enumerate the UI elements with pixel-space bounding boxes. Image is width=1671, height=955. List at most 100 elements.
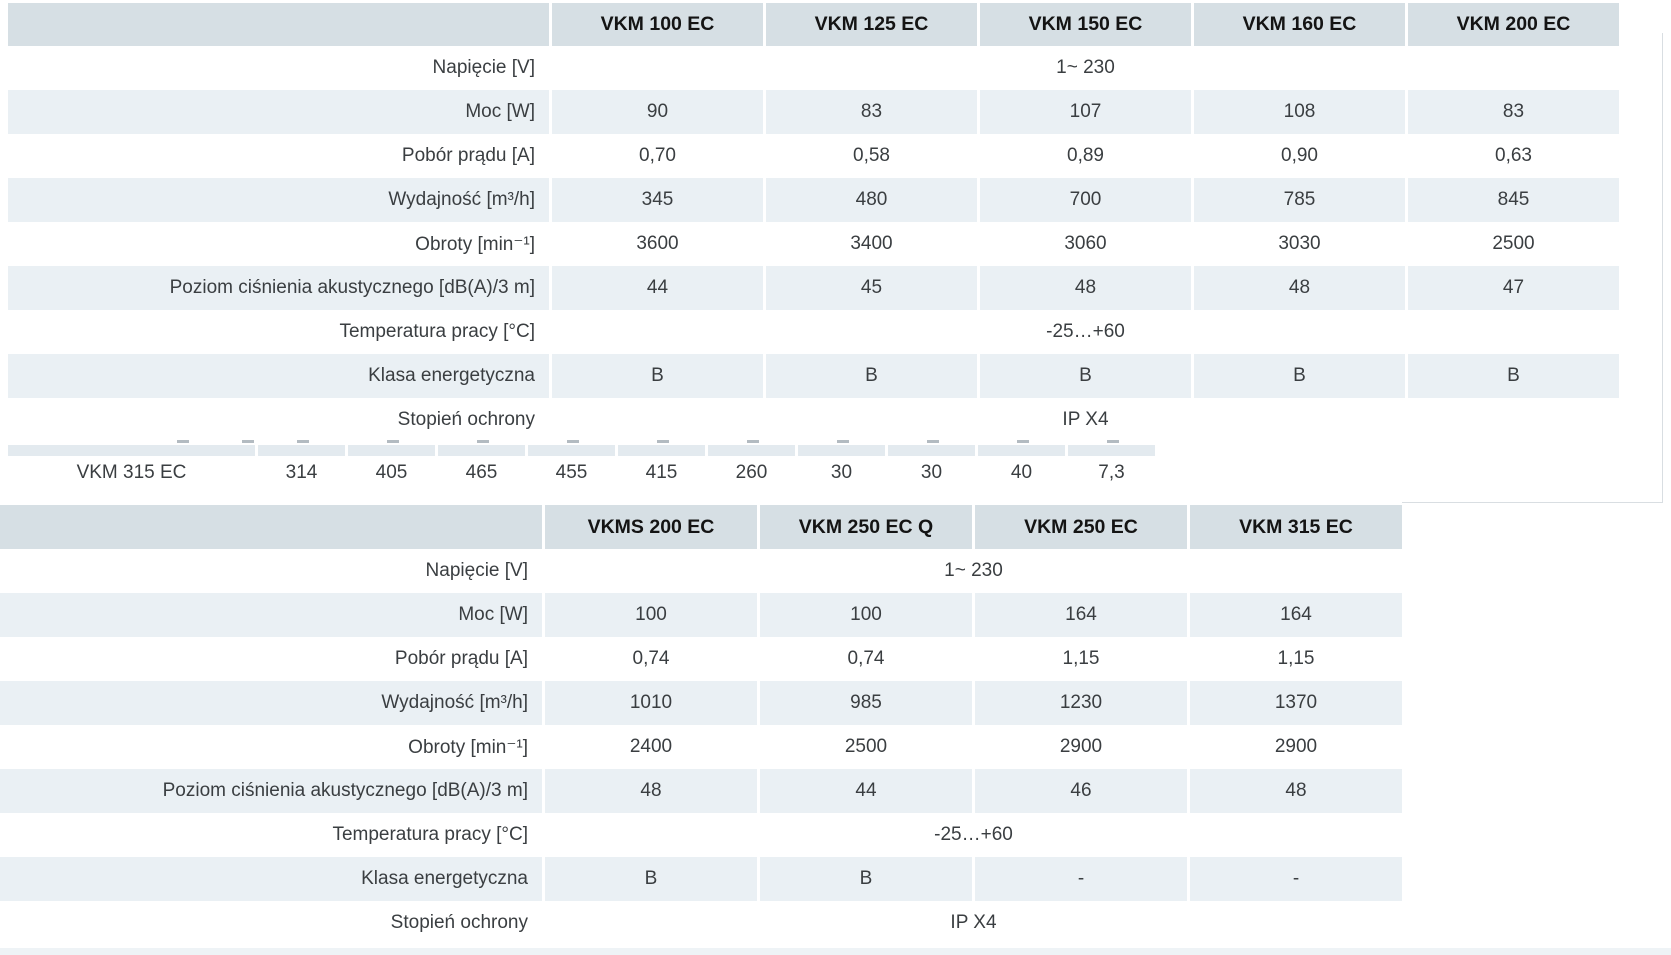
row-label: Moc [W] — [0, 593, 542, 637]
spec-value-cell: B — [766, 354, 977, 398]
clipped-text-mark — [477, 440, 489, 443]
row-span-value: IP X4 — [950, 912, 997, 933]
clipped-text-mark — [1107, 440, 1119, 443]
spec-value-cell: 108 — [1194, 90, 1405, 134]
clipped-text-mark — [1017, 440, 1029, 443]
table-row-power: Moc [W] 90 83 107 108 83 — [8, 90, 1619, 134]
dimension-value-cell: 30 — [830, 462, 853, 483]
dimension-value-cell: 455 — [555, 462, 588, 483]
panel-bottom-border — [1402, 502, 1663, 503]
dimension-value-cell: 30 — [920, 462, 943, 483]
spec-value-cell: 1230 — [975, 681, 1187, 725]
dimension-value-cell: 260 — [735, 462, 768, 483]
table-row-noise: Poziom ciśnienia akustycznego [dB(A)/3 m… — [0, 769, 1402, 813]
spec-value-cell: 107 — [980, 90, 1191, 134]
row-span-value: -25…+60 — [1046, 321, 1125, 342]
dimension-value-cell: 465 — [465, 462, 498, 483]
panel-right-border — [1662, 33, 1663, 502]
spec-value-cell: 46 — [975, 769, 1187, 813]
dimensions-row-vkm-315-ec: VKM 315 EC 314 405 465 455 415 260 30 30… — [8, 456, 1155, 490]
spec-value-cell: 2900 — [1274, 736, 1318, 757]
spec-value-cell: 0,63 — [1495, 145, 1532, 166]
spec-value-cell: B — [1194, 354, 1405, 398]
clipped-text-mark — [297, 440, 309, 443]
clipped-text-mark — [177, 440, 189, 443]
table-row-protection: Stopień ochrony IP X4 — [8, 398, 1619, 442]
spec-value-cell: 45 — [766, 266, 977, 310]
spec-value-cell: 83 — [766, 90, 977, 134]
clipped-text-mark — [927, 440, 939, 443]
spec-value-cell: B — [552, 354, 763, 398]
spec-value-cell: 48 — [545, 769, 757, 813]
spec-value-cell: - — [1190, 857, 1402, 901]
spec-value-cell: 1,15 — [1277, 648, 1315, 669]
spec-value-cell: B — [980, 354, 1191, 398]
spec-value-cell: 0,58 — [853, 145, 890, 166]
table-row-current: Pobór prądu [A] 0,70 0,58 0,89 0,90 0,63 — [8, 134, 1619, 178]
spec-value-cell: B — [760, 857, 972, 901]
table1-column-header: VKM 160 EC — [1194, 3, 1405, 46]
table-row-temperature: Temperatura pracy [°C] -25…+60 — [8, 310, 1619, 354]
spec-value-cell: 3060 — [1064, 233, 1107, 254]
row-label: Temperatura pracy [°C] — [332, 824, 528, 845]
spec-value-cell: - — [975, 857, 1187, 901]
spec-value-cell: 44 — [760, 769, 972, 813]
table-row-current: Pobór prądu [A] 0,74 0,74 1,15 1,15 — [0, 637, 1402, 681]
dimension-value-cell: 7,3 — [1098, 462, 1125, 483]
row-label: Obroty [min⁻¹] — [415, 233, 535, 255]
clipped-cell — [618, 445, 705, 456]
dimension-value-cell: 415 — [645, 462, 678, 483]
row-label: Poziom ciśnienia akustycznego [dB(A)/3 m… — [8, 266, 549, 310]
spec-value-cell: 48 — [1194, 266, 1405, 310]
clipped-cell — [8, 445, 255, 456]
table-row-energy-class: Klasa energetyczna B B B B B — [8, 354, 1619, 398]
table-row-voltage: Napięcie [V] 1~ 230 — [0, 549, 1402, 593]
table-row-noise: Poziom ciśnienia akustycznego [dB(A)/3 m… — [8, 266, 1619, 310]
clipped-cell — [978, 445, 1065, 456]
clipped-text-mark — [567, 440, 579, 443]
table1-header-label-cell — [8, 3, 549, 46]
table-row-temperature: Temperatura pracy [°C] -25…+60 — [0, 813, 1402, 857]
row-label: Klasa energetyczna — [8, 354, 549, 398]
spec-value-cell: B — [1408, 354, 1619, 398]
row-span-value: IP X4 — [1062, 409, 1109, 430]
spec-value-cell: 1010 — [545, 681, 757, 725]
table1-column-header: VKM 125 EC — [766, 3, 977, 46]
row-label: Stopień ochrony — [397, 409, 535, 430]
clipped-cell — [258, 445, 345, 456]
clipped-text-mark — [657, 440, 669, 443]
spec-value-cell: B — [545, 857, 757, 901]
spec-value-cell: 3400 — [850, 233, 893, 254]
dimension-value-cell: 40 — [1010, 462, 1033, 483]
spec-table-1: VKM 100 EC VKM 125 EC VKM 150 EC VKM 160… — [8, 3, 1619, 442]
clipped-cell — [438, 445, 525, 456]
row-label: Moc [W] — [8, 90, 549, 134]
spec-value-cell: 3600 — [636, 233, 679, 254]
table-row-energy-class: Klasa energetyczna B B - - — [0, 857, 1402, 901]
table1-header-row: VKM 100 EC VKM 125 EC VKM 150 EC VKM 160… — [8, 3, 1619, 46]
table-row-airflow: Wydajność [m³/h] 1010 985 1230 1370 — [0, 681, 1402, 725]
row-span-value: 1~ 230 — [944, 560, 1003, 581]
table2-column-header: VKMS 200 EC — [545, 505, 757, 549]
spec-value-cell: 1370 — [1190, 681, 1402, 725]
clipped-cell — [1068, 445, 1155, 456]
table2-column-header: VKM 250 EC — [975, 505, 1187, 549]
spec-value-cell: 2900 — [1059, 736, 1103, 757]
table-row-rpm: Obroty [min⁻¹] 3600 3400 3060 3030 2500 — [8, 222, 1619, 266]
row-label: Napięcie [V] — [432, 57, 535, 78]
row-label: Klasa energetyczna — [0, 857, 542, 901]
table2-header-label-cell — [0, 505, 542, 549]
spec-value-cell: 48 — [1190, 769, 1402, 813]
spec-value-cell: 700 — [980, 178, 1191, 222]
spec-value-cell: 2500 — [1492, 233, 1535, 254]
spec-value-cell: 345 — [552, 178, 763, 222]
spec-value-cell: 44 — [552, 266, 763, 310]
spec-value-cell: 0,74 — [847, 648, 885, 669]
row-span-value: -25…+60 — [934, 824, 1013, 845]
row-label: Napięcie [V] — [425, 560, 528, 581]
spec-value-cell: 785 — [1194, 178, 1405, 222]
spec-table-2: VKMS 200 EC VKM 250 EC Q VKM 250 EC VKM … — [0, 505, 1402, 945]
table1-column-header: VKM 150 EC — [980, 3, 1191, 46]
dimension-value-cell: 314 — [285, 462, 318, 483]
spec-value-cell: 2500 — [844, 736, 888, 757]
